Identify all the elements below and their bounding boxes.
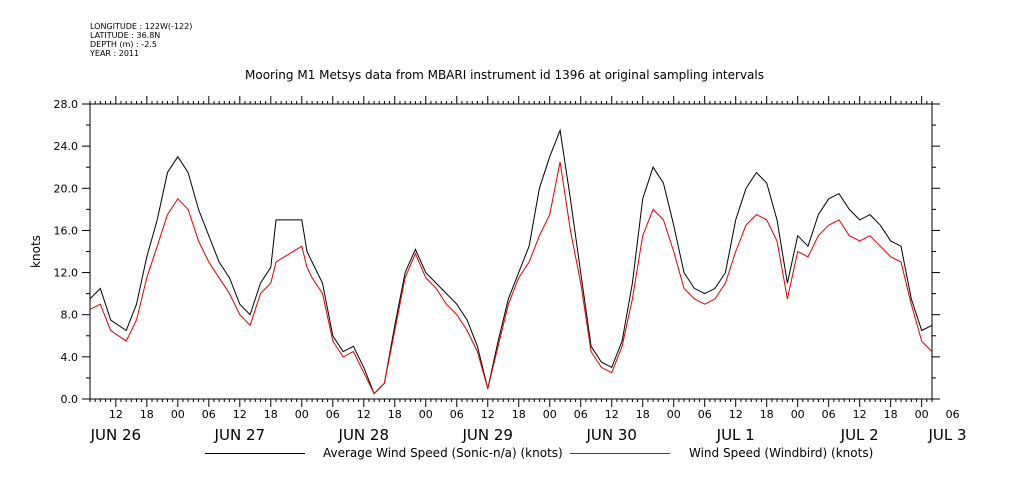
x-hour-label: 12	[357, 408, 371, 421]
x-hour-label: 18	[636, 408, 650, 421]
y-tick-label: 12.0	[54, 267, 79, 280]
x-hour-label: 00	[419, 408, 433, 421]
x-hour-label: 00	[667, 408, 681, 421]
x-hour-label: 12	[233, 408, 247, 421]
x-day-label: JUL 3	[927, 426, 966, 444]
x-hour-label: 12	[853, 408, 867, 421]
y-tick-label: 8.0	[61, 309, 79, 322]
x-hour-label: 12	[481, 408, 495, 421]
x-hour-label: 06	[574, 408, 588, 421]
meta-year: YEAR : 2011	[90, 49, 140, 58]
x-hour-label: 18	[388, 408, 402, 421]
x-day-label: JUN 29	[462, 426, 513, 444]
series-line-windbird	[89, 161, 933, 395]
series-line-sonic	[89, 128, 933, 395]
x-hour-label: 06	[822, 408, 836, 421]
legend-line-sonic	[205, 453, 305, 454]
y-tick-label: 20.0	[54, 182, 79, 195]
x-hour-label: 18	[760, 408, 774, 421]
x-hour-label: 12	[729, 408, 743, 421]
y-tick-label: 28.0	[54, 98, 79, 111]
meta-depth: DEPTH (m) : -2.5	[90, 40, 157, 49]
chart-title: Mooring M1 Metsys data from MBARI instru…	[245, 68, 764, 82]
y-tick-label: 24.0	[54, 140, 79, 153]
x-hour-label: 12	[605, 408, 619, 421]
x-hour-label: 00	[791, 408, 805, 421]
y-tick-label: 0.0	[61, 393, 79, 406]
x-day-label: JUL 1	[716, 426, 755, 444]
y-axis-label: knots	[29, 235, 43, 268]
x-hour-label: 18	[884, 408, 898, 421]
legend-label-sonic: Average Wind Speed (Sonic-n/a) (knots)	[323, 446, 563, 460]
x-hour-label: 00	[295, 408, 309, 421]
x-hour-label: 06	[946, 408, 960, 421]
x-hour-label: 00	[171, 408, 185, 421]
x-day-label: JUN 27	[214, 426, 265, 444]
x-hour-label: 18	[140, 408, 154, 421]
x-hour-label: 00	[915, 408, 929, 421]
x-hour-label: 18	[512, 408, 526, 421]
x-hour-label: 06	[698, 408, 712, 421]
x-day-label: JUN 26	[90, 426, 141, 444]
meta-latitude: LATITUDE : 36.8N	[90, 31, 161, 40]
legend-line-windbird	[570, 453, 670, 454]
x-day-label: JUN 28	[338, 426, 389, 444]
y-tick-label: 16.0	[54, 224, 79, 237]
meta-longitude: LONGITUDE : 122W(-122)	[90, 22, 193, 31]
x-day-label: JUL 2	[840, 426, 879, 444]
plot-frame	[89, 103, 933, 400]
x-day-label: JUN 30	[585, 426, 636, 444]
legend-label-windbird: Wind Speed (Windbird) (knots)	[689, 446, 874, 460]
x-hour-label: 06	[202, 408, 216, 421]
x-hour-label: 06	[326, 408, 340, 421]
x-hour-label: 18	[264, 408, 278, 421]
y-tick-label: 4.0	[61, 351, 79, 364]
x-hour-label: 12	[109, 408, 123, 421]
x-hour-label: 00	[543, 408, 557, 421]
x-hour-label: 06	[450, 408, 464, 421]
metadata-block: LONGITUDE : 122W(-122) LATITUDE : 36.8N …	[90, 22, 192, 58]
